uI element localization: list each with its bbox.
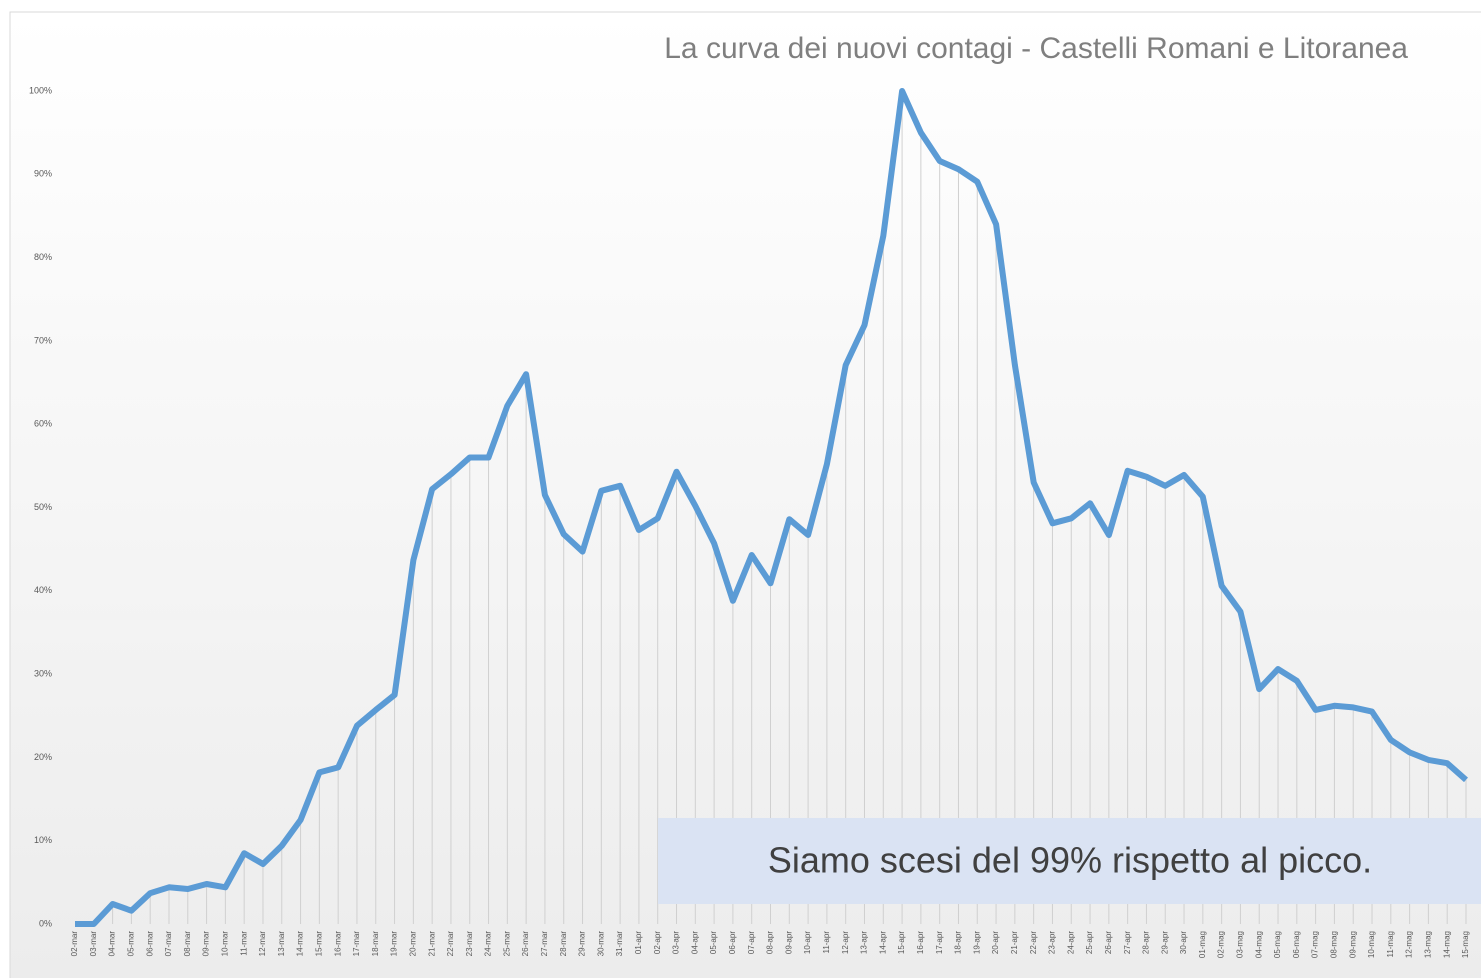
x-tick-label: 31-mar	[615, 931, 624, 957]
x-tick-label: 03-mar	[89, 931, 98, 957]
x-tick-label: 10-mar	[220, 931, 229, 957]
x-tick-label: 12-mag	[1405, 931, 1414, 958]
chart-title: La curva dei nuovi contagi - Castelli Ro…	[664, 32, 1408, 65]
x-tick-label: 13-apr	[860, 931, 869, 954]
x-tick-label: 27-apr	[1123, 931, 1132, 954]
x-tick-label: 21-mar	[427, 931, 436, 957]
x-tick-label: 07-apr	[747, 931, 756, 954]
x-tick-label: 06-apr	[728, 931, 737, 954]
x-tick-label: 20-apr	[991, 931, 1000, 954]
x-tick-label: 14-mar	[296, 931, 305, 957]
x-tick-label: 17-apr	[935, 931, 944, 954]
y-tick-label: 20%	[34, 752, 52, 762]
x-tick-label: 05-mar	[127, 931, 136, 957]
x-tick-label: 26-mar	[521, 931, 530, 957]
x-tick-label: 15-mar	[314, 931, 323, 957]
x-tick-label: 06-mar	[145, 931, 154, 957]
x-tick-label: 06-mag	[1292, 931, 1301, 958]
x-tick-label: 11-mar	[239, 931, 248, 956]
x-tick-label: 09-mar	[202, 931, 211, 957]
y-tick-label: 90%	[34, 169, 52, 179]
x-tick-label: 04-mar	[108, 931, 117, 957]
x-tick-label: 13-mag	[1424, 931, 1433, 958]
x-tick-label: 19-mar	[390, 931, 399, 957]
x-tick-label: 08-apr	[766, 931, 775, 954]
x-tick-label: 24-apr	[1066, 931, 1075, 954]
x-tick-label: 16-mar	[333, 931, 342, 957]
x-tick-label: 12-apr	[841, 931, 850, 954]
x-tick-label: 14-apr	[878, 931, 887, 954]
x-tick-label: 09-apr	[784, 931, 793, 954]
x-tick-label: 30-apr	[1179, 931, 1188, 954]
x-tick-label: 28-mar	[559, 931, 568, 957]
y-tick-label: 40%	[34, 585, 52, 595]
x-tick-label: 11-mag	[1386, 931, 1395, 958]
x-tick-label: 29-apr	[1160, 931, 1169, 954]
x-tick-label: 08-mag	[1330, 931, 1339, 958]
x-tick-label: 18-mar	[371, 931, 380, 957]
x-tick-label: 21-apr	[1010, 931, 1019, 954]
annotation: Siamo scesi del 99% rispetto al picco.	[768, 840, 1372, 881]
x-tick-label: 18-apr	[954, 931, 963, 954]
x-tick-label: 10-mag	[1367, 931, 1376, 958]
x-tick-label: 03-apr	[672, 931, 681, 954]
y-tick-label: 10%	[34, 835, 52, 845]
x-tick-label: 07-mag	[1311, 931, 1320, 958]
annotation-box	[658, 818, 1481, 904]
x-tick-label: 01-apr	[634, 931, 643, 954]
y-tick-label: 80%	[34, 252, 52, 262]
x-tick-label: 23-mar	[465, 931, 474, 957]
x-tick-label: 30-mar	[596, 931, 605, 957]
x-tick-label: 24-mar	[484, 931, 493, 957]
x-tick-label: 10-apr	[803, 931, 812, 954]
x-tick-label: 25-mar	[502, 931, 511, 957]
x-tick-label: 28-apr	[1142, 931, 1151, 954]
x-tick-label: 25-apr	[1085, 931, 1094, 954]
x-tick-label: 02-apr	[653, 931, 662, 954]
x-tick-label: 04-mag	[1254, 931, 1263, 958]
y-tick-label: 100%	[29, 85, 52, 95]
x-tick-label: 04-apr	[690, 931, 699, 954]
x-tick-label: 29-mar	[578, 931, 587, 957]
x-tick-label: 03-mag	[1236, 931, 1245, 958]
x-tick-label: 09-mag	[1348, 931, 1357, 958]
x-tick-label: 02-mar	[70, 931, 79, 957]
x-tick-label: 15-apr	[897, 931, 906, 954]
x-tick-label: 13-mar	[277, 931, 286, 957]
x-tick-label: 05-mag	[1273, 931, 1282, 958]
x-tick-label: 23-apr	[1048, 931, 1057, 954]
y-tick-label: 60%	[34, 419, 52, 429]
x-tick-label: 15-mag	[1461, 931, 1470, 958]
x-tick-label: 02-mag	[1217, 931, 1226, 958]
chart-frame	[9, 11, 1481, 978]
series-line	[75, 88, 1468, 927]
x-tick-label: 12-mar	[258, 931, 267, 957]
x-tick-label: 08-mar	[183, 931, 192, 957]
y-tick-label: 30%	[34, 668, 52, 678]
y-tick-label: 50%	[34, 502, 52, 512]
x-tick-label: 19-apr	[972, 931, 981, 954]
x-tick-label: 07-mar	[164, 931, 173, 957]
x-tick-label: 20-mar	[408, 931, 417, 957]
x-tick-label: 11-apr	[822, 931, 831, 954]
x-tick-label: 26-apr	[1104, 931, 1113, 954]
x-tick-label: 05-apr	[709, 931, 718, 954]
x-tick-label: 27-mar	[540, 931, 549, 957]
y-tick-label: 0%	[39, 918, 52, 928]
x-tick-label: 14-mag	[1442, 931, 1451, 958]
y-tick-label: 70%	[34, 335, 52, 345]
x-tick-label: 22-apr	[1029, 931, 1038, 954]
x-tick-label: 16-apr	[916, 931, 925, 954]
x-tick-label: 01-mag	[1198, 931, 1207, 958]
x-tick-label: 22-mar	[446, 931, 455, 957]
x-tick-label: 17-mar	[352, 931, 361, 957]
